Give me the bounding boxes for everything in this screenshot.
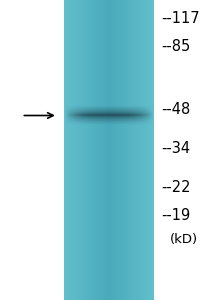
Text: --117: --117: [162, 11, 200, 26]
Text: --48: --48: [162, 102, 191, 117]
Text: --85: --85: [162, 39, 191, 54]
Text: --19: --19: [162, 208, 191, 223]
Text: --22: --22: [162, 180, 191, 195]
Text: (kD): (kD): [170, 233, 198, 247]
Text: --34: --34: [162, 141, 191, 156]
